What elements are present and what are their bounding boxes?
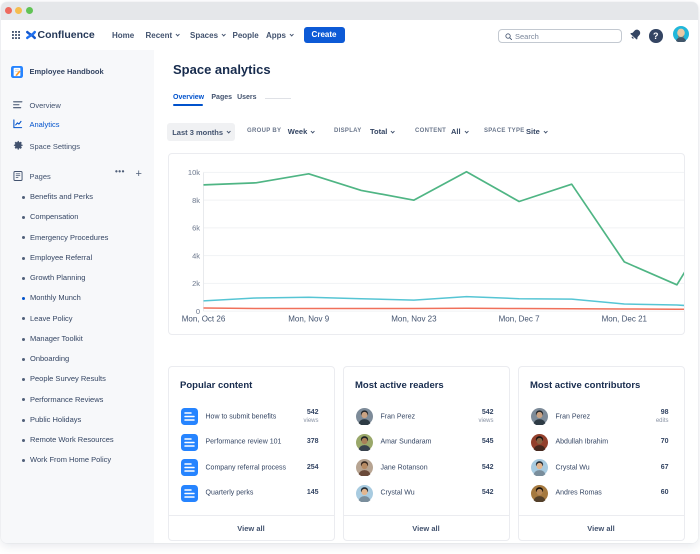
svg-text:Mon, Oct 26: Mon, Oct 26	[181, 314, 225, 323]
svg-text:Mon, Nov 9: Mon, Nov 9	[288, 314, 329, 323]
svg-text:Mon, Dec 7: Mon, Dec 7	[498, 314, 539, 323]
svg-text:2k: 2k	[192, 279, 200, 288]
svg-text:6k: 6k	[192, 223, 200, 232]
svg-text:0: 0	[195, 306, 199, 315]
svg-text:Mon, Nov 23: Mon, Nov 23	[391, 314, 437, 323]
svg-text:8k: 8k	[192, 195, 200, 204]
svg-text:4k: 4k	[192, 251, 200, 260]
svg-text:Mon, Dec 21: Mon, Dec 21	[601, 314, 647, 323]
svg-text:10k: 10k	[187, 168, 199, 177]
